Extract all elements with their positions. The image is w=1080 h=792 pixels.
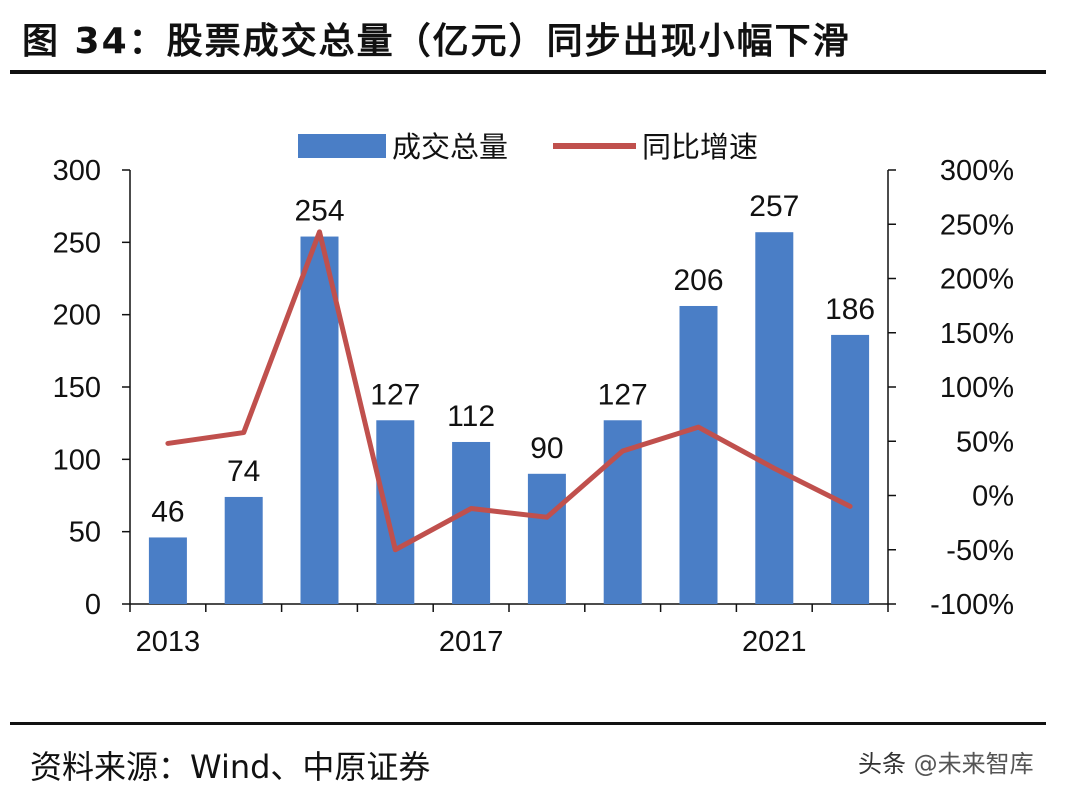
bar-data-label: 74	[227, 455, 260, 488]
left-tick-label: 150	[53, 372, 101, 404]
bar	[376, 420, 415, 604]
bar-data-label: 127	[370, 378, 420, 411]
right-tick-label: 300%	[940, 155, 1014, 187]
bar-data-label: 127	[598, 378, 648, 411]
right-tick-label: 150%	[940, 318, 1014, 350]
right-tick-label: 250%	[940, 209, 1014, 241]
right-tick-label: 100%	[940, 372, 1014, 404]
bar-data-label: 206	[673, 264, 723, 297]
x-tick-label: 2017	[439, 626, 504, 658]
bar	[224, 496, 263, 604]
chart-title: 图 34：股票成交总量（亿元）同步出现小幅下滑	[22, 21, 851, 62]
bar-data-label: 257	[749, 190, 799, 223]
left-tick-label: 100	[53, 444, 101, 476]
bar	[452, 441, 491, 604]
bar	[300, 236, 339, 604]
bar	[831, 334, 870, 604]
chart: 0 50 100 150 200 250 300 -100% -50% 0% 50% 100% 150%…	[53, 131, 1014, 658]
x-tick-label: 2013	[136, 626, 201, 658]
bar-data-label: 46	[151, 495, 184, 528]
bar-data-label: 112	[447, 400, 495, 433]
watermark-account: @未来智库	[913, 750, 1034, 778]
x-tick-label: 2021	[742, 626, 807, 658]
right-tick-label: 50%	[956, 426, 1014, 458]
watermark-platform: 头条	[858, 750, 906, 778]
left-tick-label: 200	[53, 300, 101, 332]
title-underline	[10, 70, 1046, 74]
right-tick-label: 0%	[972, 481, 1014, 513]
bar-data-label: 90	[530, 432, 563, 465]
left-tick-label: 300	[53, 155, 101, 187]
left-tick-label: 250	[53, 227, 101, 259]
bar	[527, 473, 566, 604]
right-tick-label: -50%	[946, 535, 1014, 567]
left-tick-label: 50	[69, 517, 101, 549]
left-tick-label: 0	[85, 589, 101, 621]
legend-line-label: 同比增速	[642, 131, 758, 164]
watermark: 头条 @未来智库	[858, 744, 1034, 779]
legend-bar-swatch	[298, 134, 386, 158]
footer-rule	[10, 722, 1046, 725]
bar-data-label: 254	[294, 195, 344, 228]
bar	[679, 305, 718, 604]
legend-bar-label: 成交总量	[392, 131, 508, 164]
growth-line	[165, 229, 853, 553]
right-tick-label: 200%	[940, 264, 1014, 296]
right-tick-label: -100%	[930, 589, 1014, 621]
source-note: 资料来源：Wind、中原证券	[30, 748, 431, 786]
bar	[755, 232, 794, 604]
bar-data-label: 186	[825, 293, 875, 326]
bar	[148, 537, 187, 604]
